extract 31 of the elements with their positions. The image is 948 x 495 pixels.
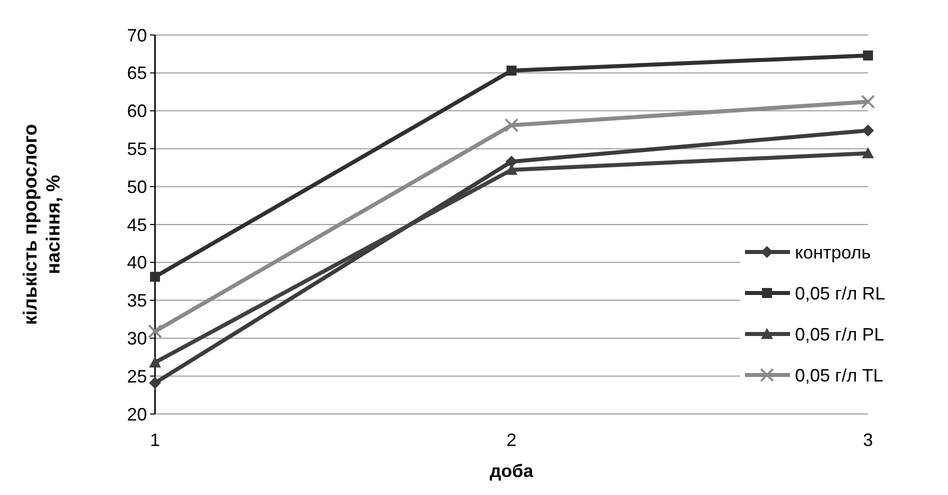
y-tick-label: 40 bbox=[126, 252, 147, 273]
legend-label: контроль bbox=[795, 242, 871, 262]
point bbox=[861, 94, 875, 109]
point bbox=[862, 147, 874, 158]
y-axis-title: кількість пророслого насіння, % bbox=[20, 124, 64, 326]
y-tick-label: 70 bbox=[126, 25, 147, 46]
y-tick-label: 20 bbox=[126, 404, 147, 424]
point bbox=[149, 376, 161, 389]
x-tick-label: 3 bbox=[862, 430, 874, 450]
y-tick-label: 35 bbox=[126, 290, 147, 311]
point bbox=[149, 356, 161, 368]
point bbox=[863, 50, 873, 60]
point bbox=[150, 272, 160, 282]
y-tick-label: 45 bbox=[126, 214, 147, 235]
point bbox=[506, 156, 518, 168]
y-tick-label: 30 bbox=[126, 328, 147, 348]
point bbox=[862, 124, 874, 137]
legend-label: 0,05 г/л PL bbox=[795, 324, 884, 344]
point bbox=[504, 118, 518, 132]
y-tick-label: 55 bbox=[126, 139, 147, 159]
legend-label: 0,05 г/л RL bbox=[795, 283, 886, 304]
x-axis-title: доба bbox=[490, 461, 534, 481]
y-tick-label: 50 bbox=[126, 176, 147, 197]
y-tick-label: 65 bbox=[126, 63, 147, 84]
y-tick-label: 25 bbox=[126, 366, 147, 386]
point bbox=[148, 324, 162, 338]
x-tick-label: 2 bbox=[506, 430, 517, 450]
y-tick-label: 60 bbox=[126, 101, 147, 122]
legend-label: 0,05 г/л TL bbox=[795, 365, 884, 386]
x-tick-label: 1 bbox=[150, 430, 160, 450]
point bbox=[506, 66, 516, 76]
